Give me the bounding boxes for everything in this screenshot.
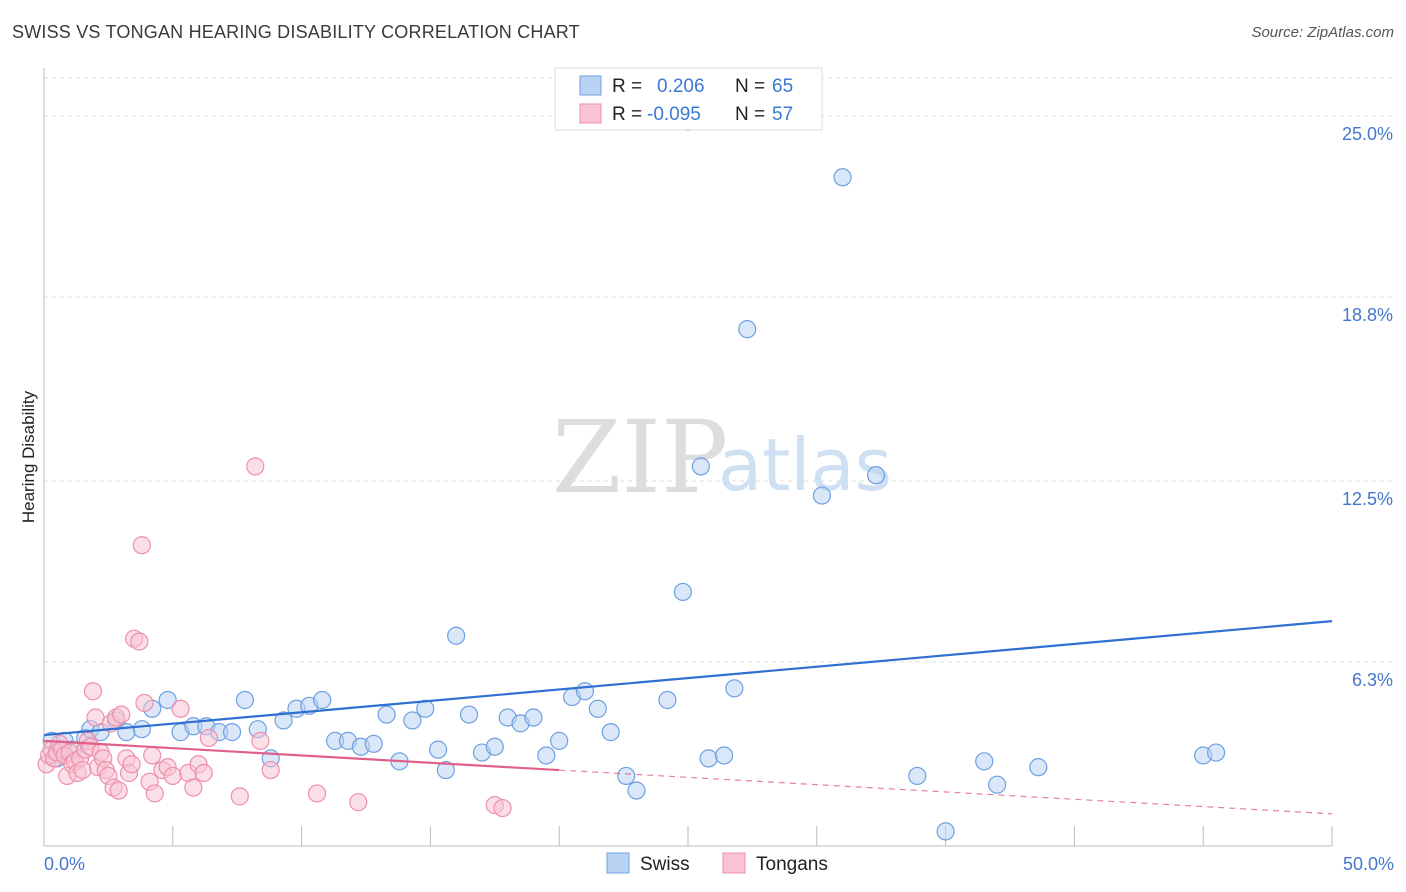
swiss-point bbox=[436, 760, 455, 780]
swiss-point bbox=[1206, 743, 1226, 762]
legend-swatch-swiss bbox=[579, 75, 602, 96]
tongan-point bbox=[230, 787, 249, 806]
swiss-point bbox=[812, 486, 832, 505]
swiss-point bbox=[403, 711, 422, 730]
swiss-point bbox=[988, 775, 1007, 794]
x-tick-label-min: 0.0% bbox=[44, 854, 85, 874]
legend-n-value-tongans: 57 bbox=[772, 104, 793, 125]
tongan-point bbox=[122, 755, 141, 774]
legend-r-label-swiss: R = bbox=[612, 76, 642, 97]
tongan-point bbox=[246, 457, 265, 476]
tongan-point bbox=[143, 746, 162, 765]
tongan-point bbox=[251, 731, 270, 750]
tongan-point bbox=[112, 705, 131, 724]
tongan-point bbox=[184, 778, 203, 797]
swiss-point bbox=[588, 699, 607, 718]
y-tick-label: 18.8% bbox=[1342, 305, 1393, 325]
y-tick-label: 6.3% bbox=[1352, 670, 1393, 690]
swiss-point bbox=[132, 720, 151, 739]
swiss-point bbox=[364, 734, 383, 753]
bottom-legend-label-tongans: Tongans bbox=[756, 854, 828, 875]
watermark-atlas: atlas bbox=[718, 423, 892, 507]
swiss-point bbox=[673, 582, 692, 602]
tongan-point bbox=[73, 760, 92, 780]
tongan-point bbox=[493, 798, 512, 818]
swiss-point bbox=[429, 740, 448, 759]
swiss-point bbox=[459, 705, 479, 724]
swiss-point bbox=[447, 626, 466, 645]
legend-n-value-swiss: 65 bbox=[772, 76, 793, 97]
tongan-point bbox=[86, 708, 105, 727]
grid-layer bbox=[44, 77, 1394, 663]
swiss-point bbox=[725, 679, 744, 698]
legend-r-value-tongans: -0.095 bbox=[647, 104, 701, 125]
swiss-point bbox=[158, 690, 177, 710]
tongan-trend-line-extrapolated bbox=[559, 769, 1333, 815]
bottom-legend-label-swiss: Swiss bbox=[640, 854, 690, 875]
swiss-point bbox=[524, 708, 543, 727]
tongan-point bbox=[171, 699, 190, 718]
swiss-point bbox=[699, 749, 718, 768]
chart-source: Source: ZipAtlas.com bbox=[1251, 24, 1394, 41]
y-tick-label: 12.5% bbox=[1342, 489, 1393, 509]
tongan-point bbox=[109, 781, 128, 800]
top-legend: R = 0.206 N = 65 R = -0.095 N = 57 bbox=[554, 67, 823, 131]
swiss-point bbox=[601, 723, 620, 742]
swiss-point bbox=[274, 711, 293, 730]
swiss-point bbox=[485, 737, 504, 756]
chart-title: SWISS VS TONGAN HEARING DISABILITY CORRE… bbox=[12, 22, 580, 42]
swiss-point bbox=[537, 746, 556, 765]
y-tick-label: 25.0% bbox=[1342, 124, 1393, 144]
x-tick-label-max: 50.0% bbox=[1343, 854, 1394, 874]
tongan-point bbox=[194, 763, 213, 783]
y-axis-label: Hearing Disability bbox=[19, 390, 38, 523]
swiss-point bbox=[833, 168, 852, 187]
watermark: ZIP atlas bbox=[552, 399, 892, 516]
swiss-point bbox=[975, 752, 994, 771]
swiss-point bbox=[575, 682, 595, 701]
swiss-point bbox=[627, 781, 646, 800]
swiss-point bbox=[313, 690, 332, 710]
swiss-point bbox=[1029, 758, 1048, 777]
legend-swatch-tongans bbox=[579, 103, 602, 124]
tongan-point bbox=[307, 784, 327, 803]
legend-n-label-swiss: N = bbox=[735, 76, 765, 97]
tongan-trend-line bbox=[43, 739, 560, 772]
y-tick-labels: 6.3% 12.5% 18.8% 25.0% bbox=[1342, 124, 1393, 690]
swiss-point bbox=[658, 690, 677, 710]
legend-r-value-swiss: 0.206 bbox=[657, 76, 705, 97]
tongan-point bbox=[83, 682, 103, 701]
legend-r-label-tongans: R = bbox=[612, 104, 642, 125]
bottom-legend-swatch-tongans bbox=[722, 852, 746, 874]
bottom-legend-swatch-swiss bbox=[606, 852, 630, 874]
swiss-point bbox=[377, 705, 396, 724]
tongan-point bbox=[132, 536, 151, 555]
swiss-point bbox=[714, 746, 734, 765]
swiss-point bbox=[738, 320, 757, 339]
trend-lines bbox=[43, 620, 1333, 815]
tongan-points bbox=[37, 457, 512, 818]
x-tick-marks bbox=[43, 826, 1333, 846]
legend-n-label-tongans: N = bbox=[735, 104, 765, 125]
bottom-legend: Swiss Tongans bbox=[606, 852, 828, 875]
swiss-point bbox=[617, 766, 636, 786]
swiss-point bbox=[222, 723, 242, 742]
swiss-point bbox=[866, 466, 886, 485]
tongan-point bbox=[145, 784, 164, 803]
swiss-trend-line bbox=[43, 620, 1333, 737]
tongan-point bbox=[199, 728, 218, 748]
swiss-point bbox=[235, 690, 255, 710]
tongan-point bbox=[130, 632, 149, 651]
tongan-point bbox=[261, 760, 280, 780]
tongan-point bbox=[135, 693, 154, 713]
swiss-point bbox=[550, 731, 569, 750]
tongan-point bbox=[163, 766, 182, 786]
swiss-point bbox=[908, 766, 927, 786]
tongan-point bbox=[349, 793, 368, 812]
swiss-point bbox=[691, 457, 710, 476]
swiss-point bbox=[936, 822, 955, 841]
